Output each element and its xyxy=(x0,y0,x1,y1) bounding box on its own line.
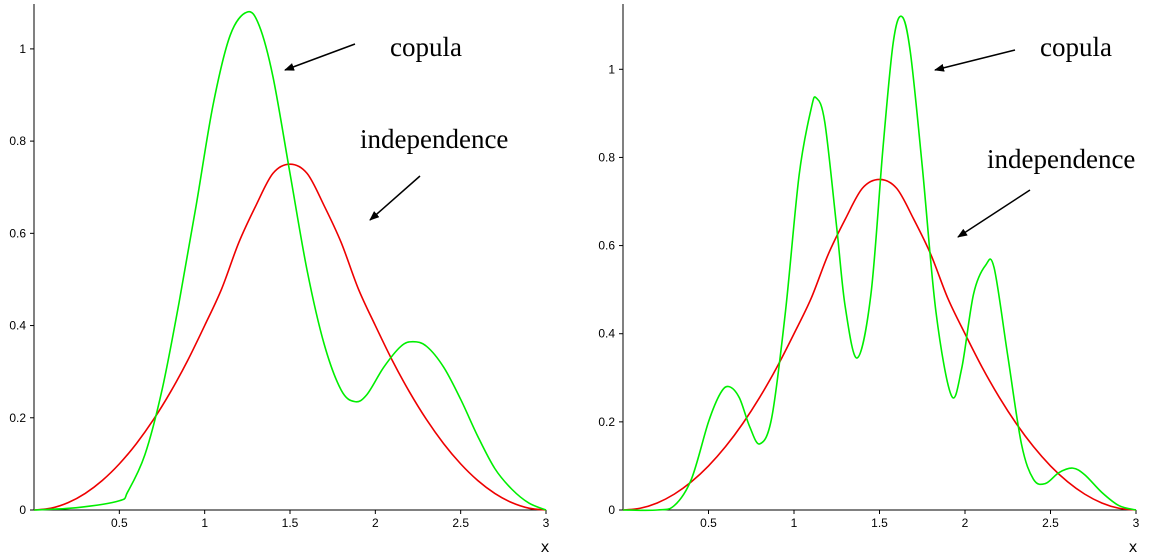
annotation-arrow-independence xyxy=(369,175,421,221)
y-tick-label: 0.2 xyxy=(9,411,26,425)
x-axis-title: x xyxy=(1128,538,1137,556)
annotation-copula: copula xyxy=(1040,32,1112,62)
x-tick-label: 3 xyxy=(543,516,550,530)
x-tick-label: 1 xyxy=(791,516,798,530)
series-line-copula xyxy=(622,15,1137,512)
x-tick-label: 0.5 xyxy=(700,516,717,530)
series-line-independence xyxy=(622,178,1137,511)
x-tick-label: 2 xyxy=(372,516,379,530)
y-tick-label: 0.4 xyxy=(598,327,615,341)
y-tick-label: 1 xyxy=(608,62,615,76)
x-tick-label: 1 xyxy=(201,516,208,530)
y-tick-label: 0.8 xyxy=(598,150,615,164)
annotation-independence: independence xyxy=(987,144,1135,174)
x-tick-label: 2.5 xyxy=(1042,516,1059,530)
annotation-independence: independence xyxy=(360,124,508,154)
y-tick-label: 1 xyxy=(19,42,26,56)
annotation-arrow-copula xyxy=(284,43,356,71)
chart-panel-2: 0.5 1 1.5 2 2.5 3 0 0.2 0.4 0.6 0.8 1 x copula indepen… xyxy=(598,4,1140,556)
annotation-arrow-copula xyxy=(934,49,1016,72)
series-line-independence xyxy=(33,163,547,511)
chart-panel-1: 0.5 1 1.5 2 2.5 3 0 0.2 0.4 0.6 0.8 1 x copula indepen… xyxy=(9,4,550,556)
y-tick-label: 0.2 xyxy=(598,415,615,429)
y-tick-label: 0.6 xyxy=(9,226,26,240)
x-tick-label: 2.5 xyxy=(452,516,469,530)
y-tick-label: 0.4 xyxy=(9,319,26,333)
x-tick-label: 0.5 xyxy=(111,516,128,530)
annotation-copula: copula xyxy=(390,32,462,62)
annotation-arrow-independence xyxy=(957,189,1031,238)
y-tick-label: 0.8 xyxy=(9,134,26,148)
y-tick-label: 0 xyxy=(19,503,26,517)
x-tick-label: 1.5 xyxy=(282,516,299,530)
x-tick-label: 3 xyxy=(1133,516,1140,530)
series-line-copula xyxy=(33,10,547,511)
y-tick-label: 0 xyxy=(608,503,615,517)
x-tick-label: 2 xyxy=(962,516,969,530)
x-axis-title: x xyxy=(540,538,549,556)
y-tick-label: 0.6 xyxy=(598,239,615,253)
x-tick-label: 1.5 xyxy=(871,516,888,530)
